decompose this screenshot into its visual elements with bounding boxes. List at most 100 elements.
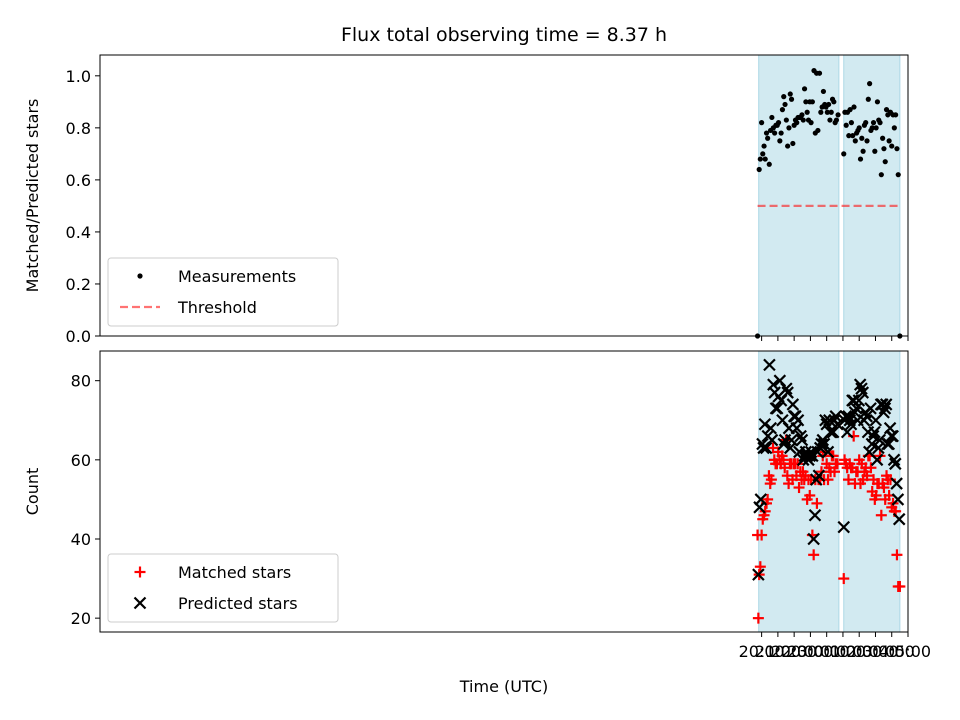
observing-interval-shade (843, 55, 900, 336)
measurement-point (828, 109, 834, 115)
predicted-star-stroke-b (848, 406, 862, 419)
legend: Measurements Threshold (107, 257, 339, 327)
predicted-star-stroke-b (860, 410, 873, 423)
measurement-point (782, 101, 788, 108)
predicted-star-point (853, 378, 867, 391)
matched-star-point (828, 466, 840, 478)
legend-box (107, 257, 339, 327)
predicted-star-stroke-b (889, 457, 902, 471)
y-tick-label: 0.4 (66, 223, 91, 242)
matched-star-point (838, 573, 850, 585)
predicted-star-stroke-b (823, 413, 836, 427)
predicted-star-stroke-b (863, 445, 876, 459)
predicted-star-point (840, 425, 854, 439)
predicted-star-stroke-b (855, 382, 868, 395)
predicted-star-stroke-b (886, 429, 899, 443)
predicted-star-stroke-b (777, 437, 791, 451)
predicted-star-stroke-b (891, 493, 905, 506)
predicted-star-stroke-b (133, 596, 147, 610)
measurement-point (881, 146, 887, 152)
measurement-point (818, 109, 824, 115)
predicted-star-point (844, 417, 858, 431)
measurement-point (778, 130, 784, 136)
matched-star-point (804, 489, 816, 501)
measurement-point (852, 138, 858, 144)
measurement-point (867, 81, 873, 87)
predicted-star-point (817, 437, 831, 451)
measurement-point (777, 138, 783, 144)
measurement-point (848, 120, 855, 126)
predicted-star-stroke-b (872, 441, 885, 455)
measurement-point (804, 109, 810, 115)
measurement-point (882, 159, 888, 165)
predicted-star-point (807, 532, 820, 546)
predicted-star-point (759, 441, 773, 455)
predicted-star-stroke-b (844, 417, 858, 431)
predicted-star-stroke-b (765, 433, 779, 447)
measurement-point (886, 138, 892, 144)
matched-star-point (793, 482, 805, 494)
predicted-star-point (803, 449, 817, 463)
predicted-star-point (752, 568, 765, 581)
measurement-point (831, 99, 837, 105)
predicted-star-point (765, 433, 779, 447)
x-tick-label: 21:00 (755, 642, 801, 661)
y-tick-label: 40 (71, 530, 91, 549)
measurement-point (800, 117, 806, 123)
predicted-star-point (887, 453, 901, 467)
predicted-star-stroke-b (758, 417, 772, 431)
x-tick-label: 03:00 (852, 642, 898, 661)
measurement-point (850, 133, 856, 139)
predicted-star-point (891, 493, 905, 506)
matched-star-point (777, 454, 789, 466)
predicted-star-stroke-b (837, 520, 851, 534)
predicted-star-stroke-b (780, 382, 793, 395)
x-tick-label: 04:00 (869, 642, 915, 661)
legend-box (107, 553, 339, 623)
predicted-star-point (795, 433, 809, 447)
predicted-star-stroke-b (853, 378, 867, 391)
measurement-point (785, 143, 791, 149)
predicted-star-point (882, 437, 896, 451)
measurement-point (787, 91, 793, 97)
measurement-point (873, 125, 879, 131)
measurement-point (841, 151, 847, 157)
predicted-star-stroke-b (807, 532, 820, 546)
x-axis-label: Time (UTC) (459, 677, 548, 696)
legend-label: Threshold (177, 298, 257, 317)
predicted-star-point (873, 433, 886, 447)
x-tick-label: 00:00 (804, 642, 850, 661)
matched-star-point (875, 509, 887, 521)
predicted-star-stroke-b (873, 433, 886, 447)
measurement-point (799, 112, 805, 118)
predicted-star-point (864, 402, 877, 415)
matched-star-point (759, 505, 771, 517)
measurementsseries (754, 68, 903, 339)
predicted-star-point (785, 433, 798, 447)
measurement-point (816, 70, 823, 76)
predicted-star-stroke-b (759, 441, 773, 455)
x-tick-label: 02:00 (836, 642, 882, 661)
y-tick-label: 60 (71, 451, 91, 470)
predicted-star-point (860, 410, 873, 423)
matched-star-point (861, 470, 873, 482)
measurement-point (847, 107, 853, 113)
measurement-point (783, 117, 789, 123)
x-tick-label: 05:00 (885, 642, 931, 661)
measurement-point (889, 143, 895, 149)
measurement-point (781, 94, 787, 100)
measurement-point (772, 130, 778, 136)
measurement-point (827, 117, 833, 123)
predicted-star-stroke-b (763, 358, 776, 372)
measurement-point (808, 120, 814, 126)
predicted-star-point (821, 445, 835, 459)
predicted-star-stroke-b (882, 437, 896, 451)
measurement-point (878, 172, 884, 178)
predicted-star-point (826, 425, 840, 439)
predicted-star-point (856, 386, 870, 399)
predicted-star-point (886, 429, 899, 443)
matched-star-point (756, 529, 768, 541)
x-tick-label: 22:00 (771, 642, 817, 661)
predicted-star-stroke-b (808, 508, 822, 522)
measurement-point (762, 156, 768, 162)
